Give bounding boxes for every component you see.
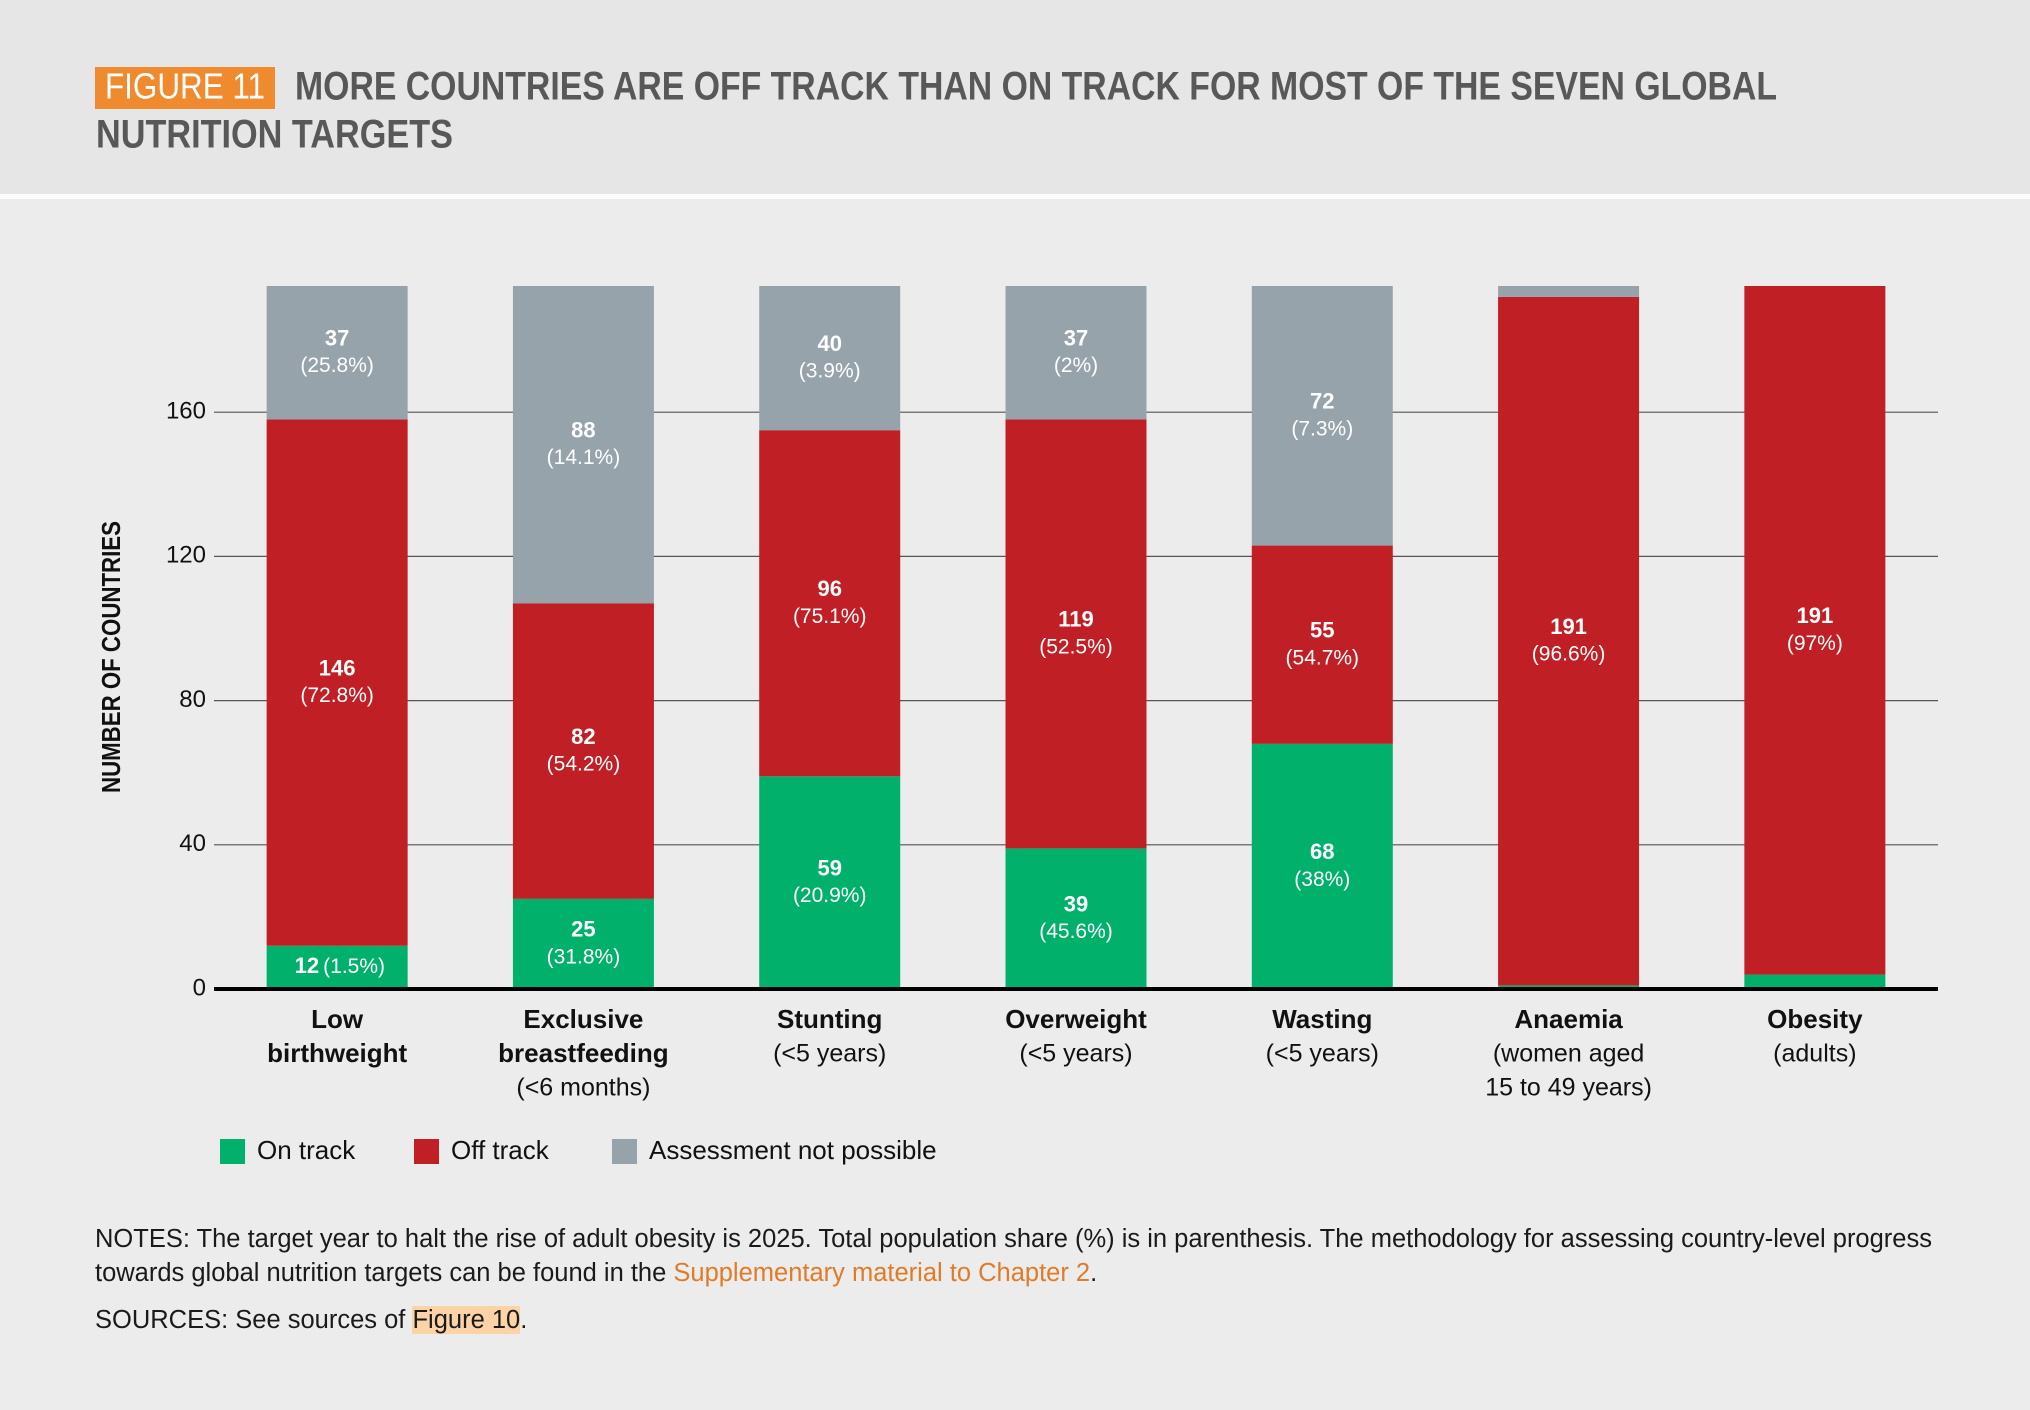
share-label: (72.8%)	[300, 684, 374, 707]
bar-segment	[512, 603, 654, 899]
share-label: (3.9%)	[799, 360, 861, 383]
header-band	[0, 0, 2030, 194]
x-tick-label: birthweight	[267, 1038, 407, 1068]
bar-segment	[1498, 286, 1640, 297]
share-label: (45.6%)	[1039, 920, 1113, 943]
bar-segment	[1251, 743, 1393, 989]
bar-segment	[1251, 545, 1393, 744]
value-label: 119	[1058, 607, 1094, 632]
x-tick-label: Wasting	[1272, 1004, 1372, 1034]
share-label: (52.5%)	[1039, 635, 1113, 658]
notes-text: NOTES: The target year to halt the rise …	[95, 1225, 1932, 1287]
y-tick-label: 160	[166, 398, 206, 425]
value-label: 191	[1550, 614, 1587, 639]
legend-swatch	[612, 1139, 637, 1164]
share-label: (14.1%)	[547, 446, 621, 469]
bar-segment	[1005, 848, 1147, 989]
value-label: 146	[319, 655, 356, 680]
bar-segment	[1744, 286, 1886, 975]
x-tick-label: Anaemia	[1514, 1004, 1623, 1034]
x-tick-label: Exclusive	[523, 1004, 643, 1034]
bar-segment	[1498, 296, 1640, 986]
chart-title: MORE COUNTRIES ARE OFF TRACK THAN ON TRA…	[295, 65, 1777, 109]
legend-label: Assessment not possible	[649, 1135, 937, 1165]
figure-label-box	[95, 67, 275, 109]
notes: NOTES: The target year to halt the rise …	[95, 1222, 1985, 1290]
bar-segment	[1251, 286, 1393, 546]
value-label: 12	[295, 953, 319, 978]
share-label: (2%)	[1054, 354, 1098, 377]
value-label: 25	[571, 917, 595, 942]
x-tick-label: Stunting	[777, 1004, 882, 1034]
y-tick-label: 0	[193, 974, 206, 1001]
notes-end: .	[1090, 1259, 1098, 1287]
bar-segment	[759, 776, 901, 989]
figure-label: FIGURE 11	[105, 66, 265, 107]
x-tick-label: breastfeeding	[498, 1038, 669, 1068]
header-rule	[0, 194, 2030, 199]
x-tick-note: (<5 years)	[773, 1040, 886, 1068]
share-label: (31.8%)	[547, 945, 621, 968]
legend-swatch	[220, 1139, 245, 1164]
share-label: (75.1%)	[793, 605, 867, 628]
bar-segment	[1005, 419, 1147, 849]
value-label: 96	[817, 576, 841, 601]
share-label: (7.3%)	[1291, 417, 1353, 440]
sources-end: .	[520, 1306, 528, 1334]
share-label: (38%)	[1294, 868, 1350, 891]
y-tick-label: 40	[179, 830, 206, 857]
value-label: 82	[571, 724, 595, 749]
value-label: 37	[1064, 326, 1088, 351]
x-tick-note: 15 to 49 years)	[1485, 1074, 1652, 1102]
bar-segment	[759, 430, 901, 777]
legend-swatch	[414, 1139, 439, 1164]
x-tick-label: Obesity	[1767, 1004, 1863, 1034]
legend-label: On track	[257, 1135, 356, 1165]
share-label: (97%)	[1787, 632, 1843, 655]
sources-text: SOURCES: See sources of	[95, 1306, 413, 1334]
y-tick-label: 80	[179, 686, 206, 713]
legend-label: Off track	[451, 1135, 550, 1165]
bar-segment	[266, 286, 408, 420]
bar-segment	[266, 419, 408, 946]
bar-segment	[1744, 974, 1886, 989]
share-label: (54.2%)	[547, 753, 621, 776]
value-label: 40	[817, 331, 841, 356]
value-label: 88	[571, 417, 595, 442]
share-label: (54.7%)	[1286, 646, 1360, 669]
value-label: 59	[817, 855, 841, 880]
bar-segment	[759, 286, 901, 431]
value-label: 191	[1796, 603, 1833, 628]
value-label: 68	[1310, 839, 1334, 864]
bar-segment	[1005, 286, 1147, 420]
y-tick-label: 120	[166, 542, 206, 569]
bar-segment	[512, 286, 654, 604]
value-label: 39	[1064, 892, 1088, 917]
share-label: (1.5%)	[323, 955, 385, 978]
sources: SOURCES: See sources of Figure 10.	[95, 1303, 1985, 1337]
value-label: 55	[1310, 618, 1334, 643]
notes-link[interactable]: Supplementary material to Chapter 2	[673, 1259, 1091, 1287]
chart-title: NUTRITION TARGETS	[96, 113, 453, 157]
share-label: (20.9%)	[793, 884, 867, 907]
value-label: 37	[325, 326, 349, 351]
x-tick-note: (<5 years)	[1266, 1040, 1379, 1068]
value-label: 72	[1310, 389, 1334, 414]
bar-segment	[266, 945, 408, 989]
share-label: (25.8%)	[300, 354, 374, 377]
bar-segment	[512, 898, 654, 989]
sources-link[interactable]: Figure 10	[412, 1306, 521, 1334]
x-tick-note: (women aged	[1493, 1040, 1644, 1068]
x-tick-label: Overweight	[1005, 1004, 1147, 1034]
y-axis-label: NUMBER OF COUNTRIES	[96, 521, 126, 793]
x-tick-note: (<6 months)	[516, 1074, 650, 1102]
x-tick-note: (<5 years)	[1019, 1040, 1132, 1068]
x-tick-note: (adults)	[1773, 1040, 1856, 1068]
x-tick-label: Low	[311, 1004, 364, 1034]
share-label: (96.6%)	[1532, 643, 1606, 666]
